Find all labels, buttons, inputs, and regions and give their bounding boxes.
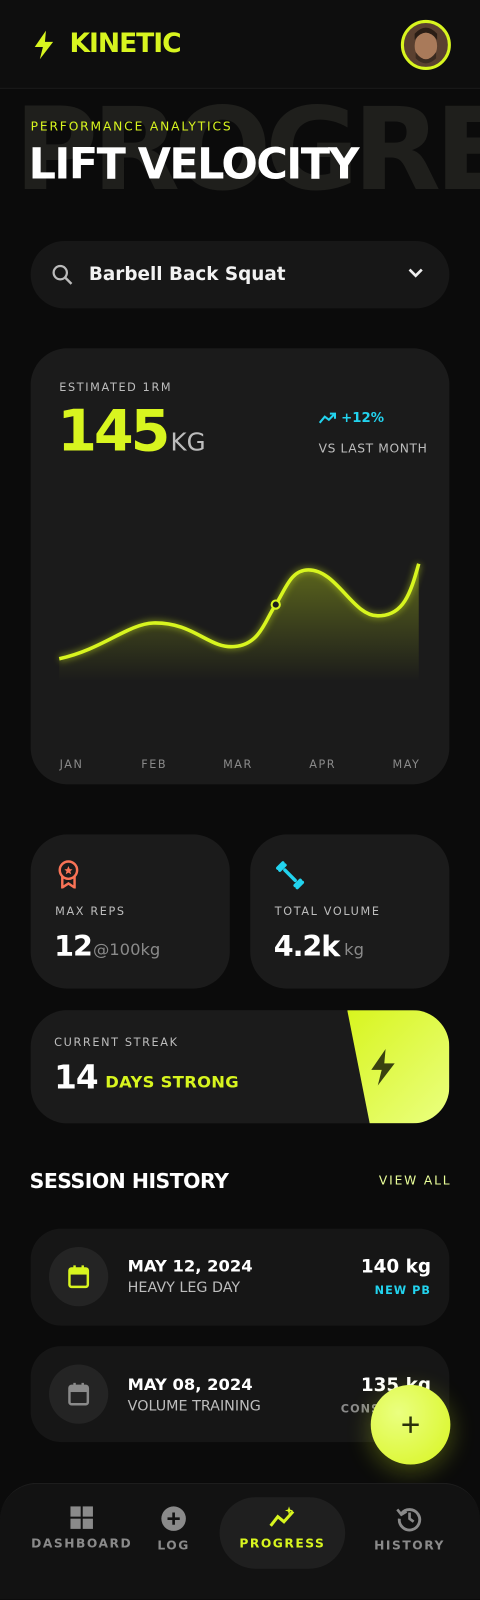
stat-value: 4.2k	[273, 929, 341, 964]
session-date: MAY 08, 2024	[127, 1374, 253, 1395]
header-bar	[0, 0, 480, 89]
session-name: VOLUME TRAINING	[127, 1398, 261, 1415]
award-icon	[58, 860, 79, 889]
chevron	[408, 268, 423, 278]
streak-detail: DAYS STRONG	[105, 1072, 239, 1092]
nav-label: DASHBOARD	[31, 1536, 133, 1551]
streak-value: 14	[54, 1058, 98, 1097]
stat-detail: @100kg	[92, 939, 161, 960]
nav-item[interactable]: DASHBOARD	[31, 1497, 133, 1568]
stat-label: MAX REPS	[55, 904, 126, 919]
stat-value: 12	[54, 929, 93, 964]
session-tag: NEW PB	[374, 1283, 431, 1298]
page-title: LIFT VELOCITY	[28, 138, 360, 189]
month-label: APR	[309, 758, 336, 771]
nav-label: PROGRESS	[239, 1536, 326, 1551]
stat-detail: kg	[344, 939, 365, 960]
stat-label: TOTAL VOLUME	[274, 904, 381, 919]
change: +12%	[341, 410, 385, 426]
estimate-label: ESTIMATED 1RM	[59, 380, 173, 395]
plus-icon	[402, 1416, 419, 1433]
nav-label: HISTORY	[374, 1538, 445, 1553]
eyebrow: PERFORMANCE ANALYTICS	[30, 119, 233, 134]
search-icon	[52, 264, 73, 285]
area	[59, 563, 419, 682]
estimate-unit: KG	[170, 427, 206, 457]
nav-item[interactable]: HISTORY	[363, 1497, 457, 1568]
avatar[interactable]	[400, 19, 451, 70]
trend-chart: JAN FEB MAR APR MAY	[58, 562, 422, 771]
month-label: MAY	[393, 758, 421, 771]
session-date: MAY 12, 2024	[127, 1256, 253, 1276]
streak-accent	[347, 1010, 450, 1124]
session-weight: 140 kg	[360, 1256, 431, 1278]
brand: KINETIC	[69, 28, 181, 60]
section-title: SESSION HISTORY	[29, 1168, 229, 1193]
view-all[interactable]: VIEW ALL	[378, 1173, 452, 1188]
session-icon-bg	[49, 1247, 109, 1307]
stat-card	[250, 834, 450, 989]
nav-item[interactable]: LOG	[143, 1497, 204, 1568]
month-label: MAR	[223, 758, 253, 771]
exercise-select[interactable]	[30, 241, 450, 309]
estimate-value: 145	[57, 398, 170, 465]
change-label: VS LAST MONTH	[318, 441, 428, 456]
session-name: HEAVY LEG DAY	[127, 1279, 241, 1297]
brand-icon	[34, 30, 54, 60]
stat-card	[30, 834, 230, 989]
streak-label: CURRENT STREAK	[54, 1035, 179, 1049]
month-label: FEB	[141, 758, 167, 771]
estimate-card	[30, 348, 450, 785]
streak-icon	[371, 1049, 395, 1086]
session-icon-bg	[49, 1364, 109, 1424]
watermark: PROGRESS	[14, 83, 480, 217]
nav-item[interactable]: PROGRESS	[219, 1497, 346, 1569]
dumbbell-icon	[276, 861, 305, 890]
month-label: JAN	[59, 758, 84, 771]
calendar-icon	[68, 1265, 90, 1289]
exercise-value: Barbell Back Squat	[88, 263, 286, 285]
nav-label: LOG	[157, 1538, 190, 1553]
highlight-point	[270, 599, 281, 610]
trend-icon	[318, 412, 337, 424]
calendar-icon	[68, 1382, 90, 1406]
